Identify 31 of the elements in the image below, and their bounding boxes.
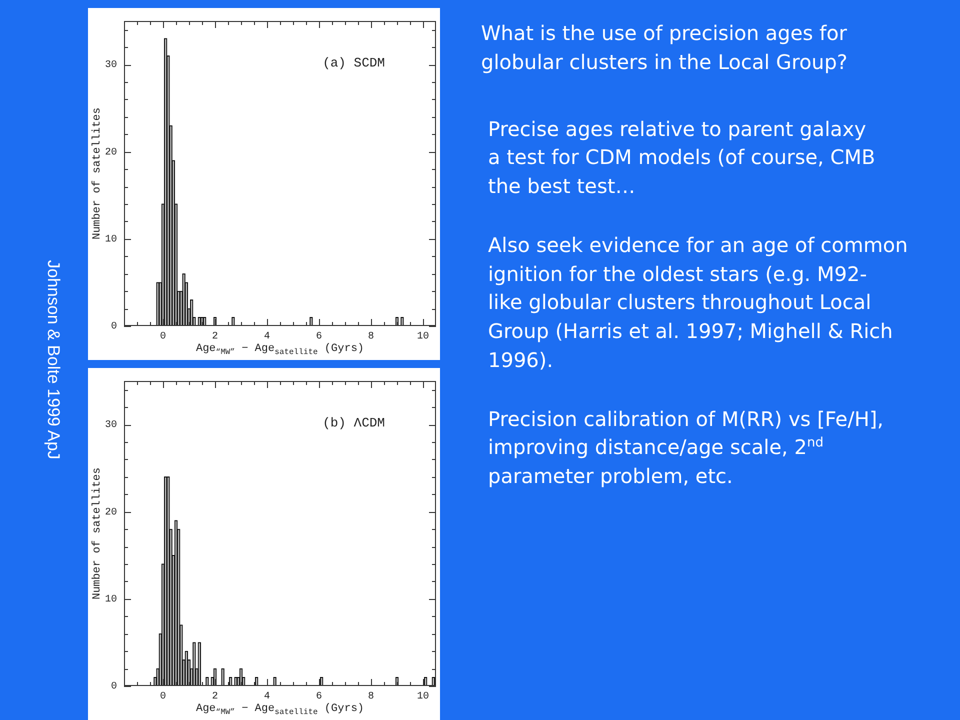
x-tick-label: 10 xyxy=(416,692,430,703)
y-tick-label: 30 xyxy=(104,420,117,432)
text: (a) SCDM xyxy=(322,55,385,70)
x-tick-label: 4 xyxy=(264,332,270,343)
y-tick-label: 20 xyxy=(104,147,117,158)
y-axis-title: Number of satellites xyxy=(92,107,104,240)
x-tick-label: 10 xyxy=(416,332,430,343)
x-tick-label: 0 xyxy=(160,692,166,703)
y-tick-label: 0 xyxy=(110,322,117,333)
x-tick-label: 4 xyxy=(264,692,270,703)
y-tick-label: 20 xyxy=(104,507,117,518)
x-tick-label: 8 xyxy=(368,692,374,703)
y-axis-title: Number of satellites xyxy=(92,467,104,600)
y-tick-label: 0 xyxy=(110,682,117,693)
text: Precise ages relative to parent galaxy a test for CDM models (of course, CMB the best test… xyxy=(488,116,876,200)
x-tick-label: 6 xyxy=(316,692,322,703)
text: (b) ΛCDM xyxy=(322,415,385,430)
x-tick-label: 6 xyxy=(316,332,322,343)
text: Johnson & Bolte 1999 ApJ xyxy=(43,260,63,460)
x-tick-label: 2 xyxy=(212,332,218,343)
text: Precision calibration of M(RR) vs [Fe/H], improving distance/age scale, 2$^{nd}$ parameter problem, etc. xyxy=(488,406,884,488)
y-tick-label: 30 xyxy=(104,60,117,72)
text: What is the use of precision ages for globular clusters in the Local Group? xyxy=(481,20,849,76)
y-tick-label: 10 xyxy=(104,594,117,606)
x-tick-label: 0 xyxy=(160,332,166,343)
text: Also seek evidence for an age of common ignition for the oldest stars (e.g. M92- like globular clusters throughout Local Group (Harris et al. 1997; Mighell & Rich 1996). xyxy=(488,232,908,374)
x-axis-title: Age$_{“MW”}$ − Age$_{satellite}$ (Gyrs) xyxy=(194,343,366,360)
x-tick-label: 8 xyxy=(368,332,374,343)
y-tick-label: 10 xyxy=(104,234,117,246)
x-axis-title: Age$_{“MW”}$ − Age$_{satellite}$ (Gyrs) xyxy=(194,703,366,720)
x-tick-label: 2 xyxy=(212,692,218,703)
